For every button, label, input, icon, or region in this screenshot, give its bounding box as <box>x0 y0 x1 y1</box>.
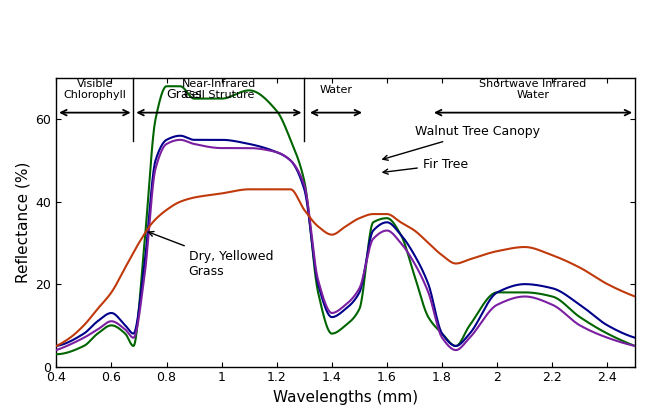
Text: Fir Tree: Fir Tree <box>383 158 468 174</box>
Y-axis label: Reflectance (%): Reflectance (%) <box>15 162 30 283</box>
Text: Grass: Grass <box>166 88 202 101</box>
Text: Shortwave Infrared
Water: Shortwave Infrared Water <box>480 79 587 100</box>
Text: Walnut Tree Canopy: Walnut Tree Canopy <box>383 125 540 160</box>
Text: Near-Infrared
Cell Struture: Near-Infrared Cell Struture <box>182 79 256 100</box>
Text: Dry, Yellowed
Grass: Dry, Yellowed Grass <box>148 231 273 278</box>
Text: Visible
Chlorophyll: Visible Chlorophyll <box>64 79 126 100</box>
X-axis label: Wavelengths (mm): Wavelengths (mm) <box>273 390 418 405</box>
Text: Water: Water <box>320 84 352 94</box>
